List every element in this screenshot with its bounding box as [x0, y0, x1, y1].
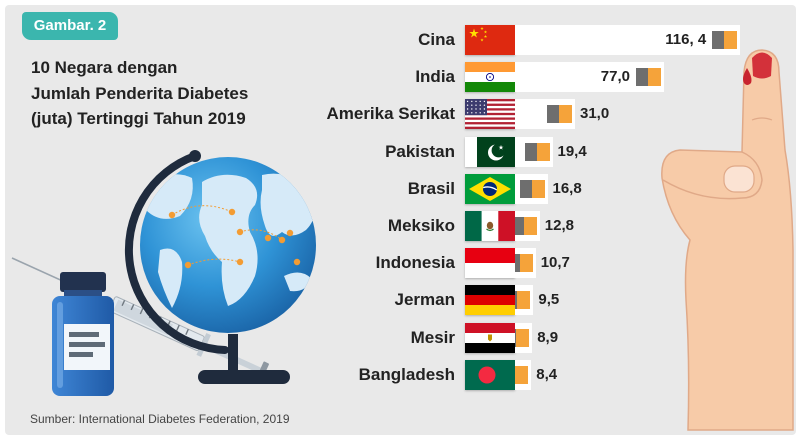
bar-end-orange	[559, 105, 572, 124]
hand-icon	[661, 49, 794, 431]
globe-icon	[124, 150, 316, 384]
data-label: 8,9	[537, 328, 559, 346]
bangladesh-flag-icon	[465, 359, 515, 390]
indonesia-flag-icon	[465, 248, 515, 279]
chart-row: Jerman 9,5	[0, 285, 801, 316]
bar-end-gray	[519, 179, 532, 198]
country-label: Mesir	[410, 327, 455, 347]
country-label: Brasil	[407, 178, 455, 198]
bar-end-gray	[712, 31, 725, 49]
bar-end-gray	[515, 291, 518, 310]
chart-row: Indonesia 10,7	[0, 248, 801, 279]
data-label: 16,8	[552, 179, 582, 197]
country-label: India	[415, 67, 455, 87]
bar	[515, 99, 575, 130]
germany-flag-icon	[465, 285, 515, 316]
title-line: 10 Negara dengan	[31, 58, 178, 77]
bar	[515, 136, 553, 167]
country-label: Cina	[418, 30, 455, 49]
bar-end-orange	[523, 217, 537, 235]
chart-row: India 77,0	[0, 62, 801, 93]
vial-icon	[52, 272, 114, 396]
bar-end-orange	[519, 254, 533, 273]
chart-row: Amerika Serikat 31,0	[0, 99, 801, 130]
data-label: 77,0	[600, 68, 630, 86]
bar	[515, 211, 540, 241]
brazil-flag-icon	[465, 173, 515, 204]
chart-row: Brasil 16,8	[0, 173, 801, 204]
bar	[515, 359, 532, 390]
india-flag-icon	[465, 62, 515, 93]
china-flag-icon	[465, 25, 515, 55]
bar-end-gray	[515, 217, 524, 235]
bar-end-gray	[515, 328, 517, 347]
chart-row: Cina 116, 4	[0, 25, 801, 55]
country-label: Pakistan	[385, 141, 455, 161]
bar-end-gray	[524, 142, 537, 161]
data-label: 19,4	[557, 142, 587, 160]
bar-end-orange	[517, 291, 531, 310]
country-label: Bangladesh	[358, 364, 455, 384]
bar-end-orange	[648, 68, 661, 87]
data-label: 8,4	[536, 365, 558, 383]
blood-drop-icon	[743, 68, 752, 85]
figure-badge: Gambar. 2	[22, 12, 118, 40]
bar-end-orange	[516, 328, 530, 347]
data-label: 116, 4	[665, 31, 707, 48]
bar	[515, 25, 741, 55]
pakistan-flag-icon	[465, 136, 515, 167]
data-label: 31,0	[580, 105, 610, 123]
chart-row: Meksiko 12,8	[0, 211, 801, 241]
country-label: Meksiko	[387, 216, 455, 235]
title-line: (juta) Tertinggi Tahun 2019	[31, 109, 246, 128]
bar	[515, 62, 664, 93]
data-label: 10,7	[540, 254, 570, 272]
bar	[515, 285, 534, 316]
country-label: Jerman	[394, 290, 455, 310]
chart-title: 10 Negara dengan Jumlah Penderita Diabet…	[31, 55, 248, 132]
bar-end-gray	[636, 68, 648, 87]
data-label: 12,8	[544, 217, 574, 234]
chart-row: Bangladesh 8,4	[0, 359, 801, 390]
egypt-flag-icon	[465, 322, 515, 353]
bar-end-orange	[536, 142, 550, 161]
usa-flag-icon	[465, 99, 515, 130]
bar-end-gray	[547, 105, 559, 124]
source-note: Sumber: International Diabetes Federatio…	[30, 412, 290, 426]
title-line: Jumlah Penderita Diabetes	[31, 83, 249, 103]
bar-end-gray	[515, 254, 520, 273]
chart-row: Mesir 8,9	[0, 322, 801, 353]
data-label: 9,5	[538, 291, 560, 309]
bar-end-orange	[515, 365, 529, 384]
bar-end-orange	[531, 179, 545, 198]
mexico-flag-icon	[465, 211, 515, 241]
bar	[515, 322, 533, 353]
country-label: Indonesia	[375, 253, 455, 273]
bar	[515, 173, 548, 204]
chart-row: Pakistan 19,4	[0, 136, 801, 167]
country-label: Amerika Serikat	[326, 104, 455, 124]
bar-end-orange	[724, 31, 738, 49]
bar	[515, 248, 536, 279]
